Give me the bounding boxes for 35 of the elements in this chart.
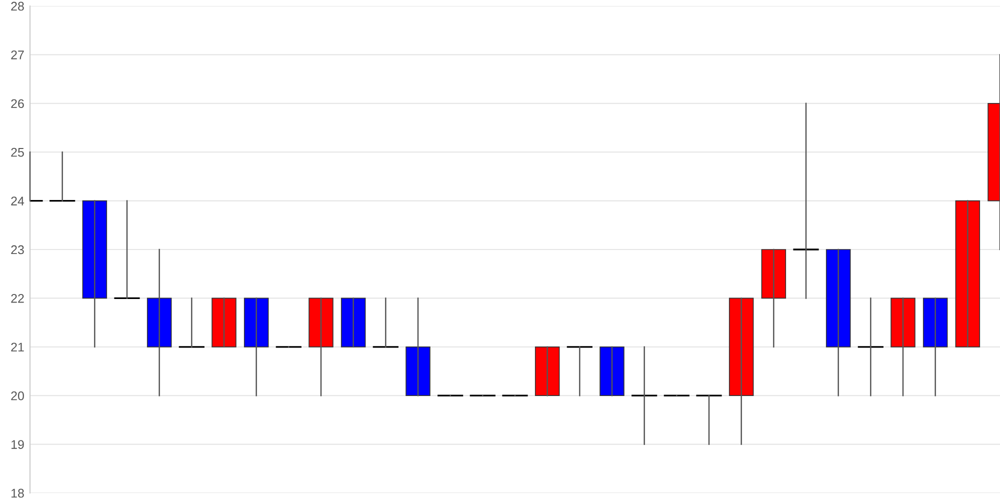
y-tick-label: 28	[11, 2, 24, 11]
candlestick	[406, 298, 430, 396]
candlestick	[826, 248, 851, 396]
candlestick	[761, 248, 786, 348]
candlestick	[212, 298, 236, 348]
candlestick	[955, 200, 980, 348]
y-tick-label: 18	[11, 488, 24, 498]
candlestick	[372, 298, 398, 348]
candlestick	[146, 248, 172, 396]
y-tick-label: 26	[11, 99, 24, 108]
candlestick	[244, 298, 269, 396]
y-tick-label: 21	[11, 342, 24, 352]
y-tick-label: 20	[11, 391, 24, 400]
candlestick	[728, 298, 754, 445]
candlestick	[632, 346, 658, 445]
candlestick	[858, 298, 884, 396]
candlestick	[890, 298, 916, 396]
y-tick-label: 25	[11, 148, 24, 157]
y-tick-label: 23	[11, 245, 24, 254]
y-tick-label: 22	[11, 294, 24, 303]
y-tick-label: 27	[11, 50, 24, 60]
candlestick	[566, 346, 592, 396]
y-tick-label: 24	[11, 196, 24, 206]
candlestick	[600, 346, 624, 396]
candlestick	[922, 298, 948, 396]
y-tick-label: 19	[11, 440, 24, 449]
candlestick	[340, 298, 366, 348]
candlestick	[793, 102, 819, 299]
candlestick	[696, 394, 722, 445]
candlestick	[82, 200, 108, 348]
candlestick	[114, 200, 140, 300]
candlestick	[308, 298, 334, 396]
candlestick	[178, 298, 204, 348]
candlestick	[534, 346, 560, 396]
candlestick	[50, 151, 76, 202]
